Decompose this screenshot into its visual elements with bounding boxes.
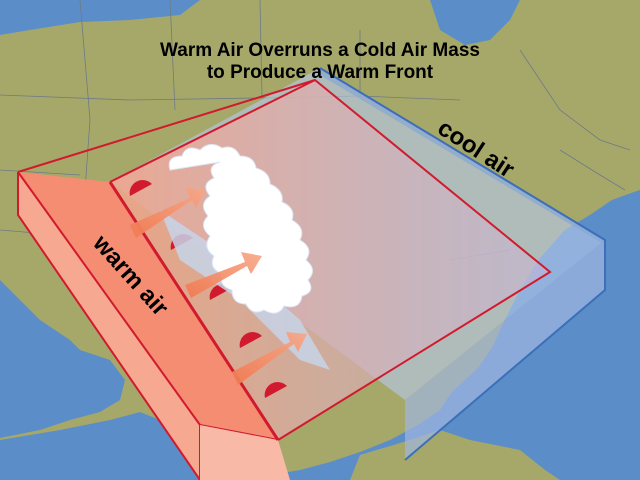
warm-air-side: [200, 425, 290, 480]
cool-air-side-right: [405, 240, 605, 460]
hudson-bay: [430, 0, 520, 45]
warm-wedge-top-edge: [17, 79, 316, 173]
diagram-title: Warm Air Overruns a Cold Air Mass to Pro…: [160, 40, 480, 83]
canada-water: [0, 0, 200, 35]
florida-peninsula: [350, 430, 560, 480]
cool-air-outline: [319, 67, 606, 461]
gulf-coast-water: [0, 300, 90, 405]
flow-arrow-icon: [130, 188, 205, 238]
warm-front-symbol: [264, 382, 287, 398]
cool-air-side-back: [320, 68, 605, 245]
warm-front-symbol: [239, 332, 262, 348]
flow-arrow-icon: [232, 332, 307, 385]
flow-arrow-icon: [185, 252, 262, 298]
warm-wedge-edge: [109, 78, 552, 441]
warm-air-top: [18, 172, 278, 440]
warm-air-mass: warm air: [17, 171, 290, 480]
warm-air-front: [18, 172, 200, 480]
cloud-band: [160, 144, 330, 370]
warm-front-symbol: [129, 180, 152, 196]
flow-arrows: [130, 188, 307, 385]
cloud: [168, 144, 313, 314]
title-line-1: Warm Air Overruns a Cold Air Mass: [160, 40, 480, 61]
title-line-2: to Produce a Warm Front: [207, 62, 434, 83]
land-mass: [0, 412, 200, 480]
